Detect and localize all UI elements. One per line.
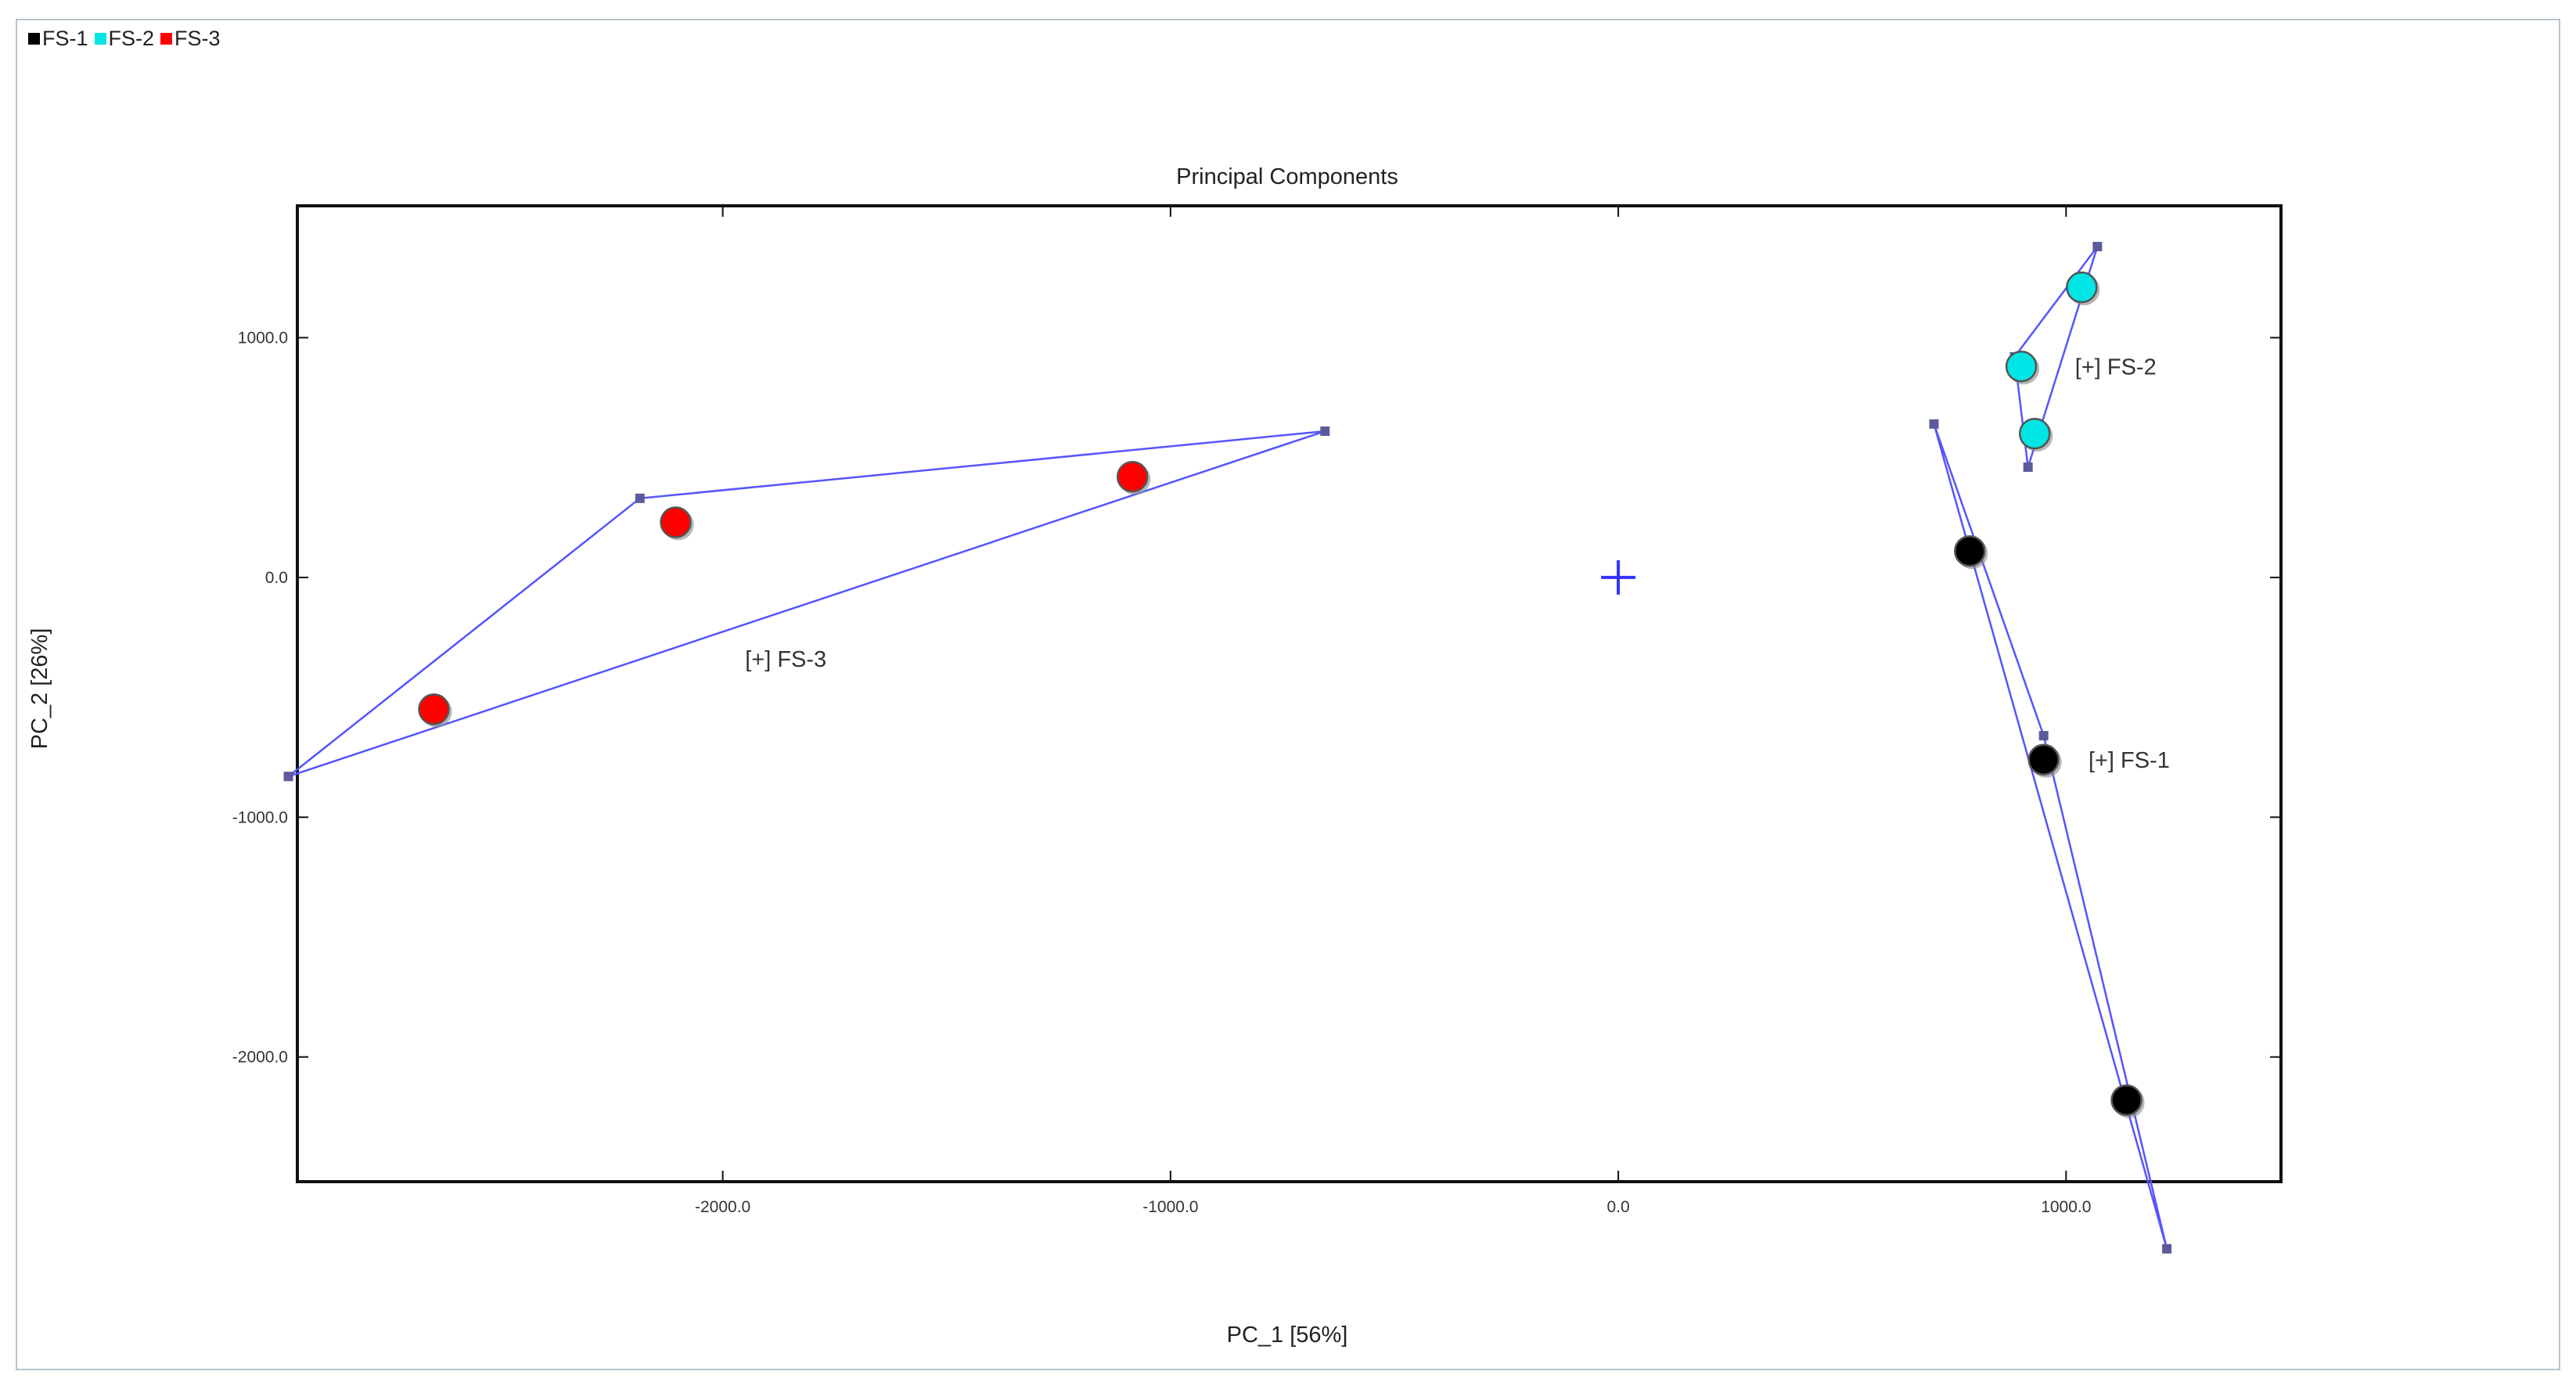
point-fs-1 xyxy=(1954,534,1986,567)
plot-layer: -2000.0 -1000.0 0.0 1000.0 1000.0 0.0 -1000.0 -… xyxy=(232,204,2283,1254)
legend-item-fs-2: FS-2 xyxy=(94,27,155,51)
hull-fs-2 xyxy=(2013,246,2099,468)
legend-label-fs-3: FS-3 xyxy=(174,27,221,50)
group-label-fs-2: [+] FS-2 xyxy=(2075,354,2157,380)
point-fs-2 xyxy=(2066,271,2098,304)
y-tick-label: 0.0 xyxy=(265,569,288,587)
hull-vertex-fs-1 xyxy=(1929,419,1939,429)
point-fs-1 xyxy=(2110,1084,2142,1117)
hull-vertex-fs-3 xyxy=(635,493,645,503)
x-axis-label: PC_1 [56%] xyxy=(1227,1323,1348,1348)
legend-swatch-fs-2 xyxy=(94,33,106,45)
hull-vertex-fs-1 xyxy=(2038,731,2049,741)
group-label-fs-3: [+] FS-3 xyxy=(745,647,826,672)
legend-label-fs-2: FS-2 xyxy=(108,27,155,50)
y-tick-label: -1000.0 xyxy=(232,808,288,826)
y-tick-label: -2000.0 xyxy=(232,1049,288,1067)
legend-item-fs-1: FS-1 xyxy=(28,27,88,51)
x-tick-label: 0.0 xyxy=(1606,1198,1629,1216)
hull-vertex-fs-2 xyxy=(2092,242,2103,252)
point-fs-3 xyxy=(418,693,450,725)
hull-fs-1 xyxy=(1933,423,2168,1250)
plot-area xyxy=(296,204,2283,1183)
x-tick-label: 1000.0 xyxy=(2041,1198,2091,1216)
hull-vertex-fs-2 xyxy=(2023,462,2033,472)
hull-vertex-fs-3 xyxy=(283,772,293,782)
hull-fs-3 xyxy=(287,430,1326,778)
y-tick-label: 1000.0 xyxy=(238,329,288,347)
point-fs-2 xyxy=(2019,417,2051,450)
legend-swatch-fs-1 xyxy=(28,33,40,45)
hull-vertex-fs-1 xyxy=(2162,1243,2172,1254)
x-tick-label: -1000.0 xyxy=(1142,1198,1198,1216)
legend-label-fs-1: FS-1 xyxy=(42,27,88,50)
group-label-fs-1: [+] FS-1 xyxy=(2089,748,2170,773)
outer-border xyxy=(16,19,2560,1370)
point-fs-3 xyxy=(660,506,692,538)
point-fs-3 xyxy=(1116,460,1149,493)
hull-vertex-fs-3 xyxy=(1320,426,1330,437)
legend-swatch-fs-3 xyxy=(160,33,173,45)
x-tick-label: -2000.0 xyxy=(695,1198,750,1216)
point-fs-2 xyxy=(2005,351,2038,383)
y-axis-label: PC_2 [26%] xyxy=(27,628,52,750)
chart-title: Principal Components xyxy=(1176,164,1398,189)
point-fs-1 xyxy=(2027,743,2060,776)
legend-item-fs-3: FS-3 xyxy=(160,27,221,51)
legend: FS-1 FS-2 FS-3 xyxy=(28,27,227,51)
